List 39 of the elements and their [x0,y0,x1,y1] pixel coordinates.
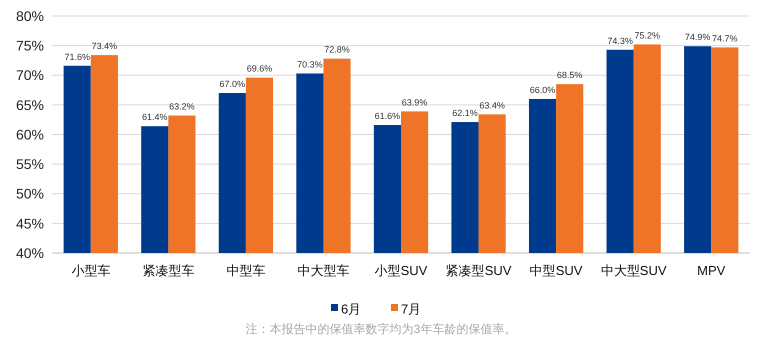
data-label: 73.4% [92,41,118,52]
data-label: 63.9% [402,97,428,108]
data-label: 69.6% [246,64,272,74]
x-tick-label: 紧凑型车 [142,263,194,278]
data-label: 61.6% [374,111,400,122]
y-tick-label: 40% [16,244,44,261]
data-label: 63.2% [169,102,195,112]
data-label: 70.3% [297,59,323,70]
data-label: 75.2% [634,30,660,40]
x-tick-label: 中型车 [226,263,266,278]
x-tick-label: 中大型车 [297,263,350,278]
data-label: 61.4% [142,112,168,122]
y-tick-label: 45% [16,215,44,232]
y-tick-label: 70% [16,67,44,84]
text: 注：本报告中的保值率数字均为3年车龄的保值率。 [246,322,516,336]
x-tick-label: 小型车 [71,263,110,278]
data-label: 72.8% [324,44,350,55]
y-tick-label: 65% [16,96,44,113]
data-label: 68.5% [556,70,582,80]
data-label: 74.7% [712,33,738,44]
data-label: 74.9% [684,32,710,42]
data-label: 62.1% [452,108,478,118]
y-tick-label: 55% [16,156,44,172]
y-tick-label: 75% [16,38,44,54]
x-tick-label: 紧凑型SUV [446,263,512,278]
legend-label: 7月 [401,302,422,317]
x-tick-label: 中大型SUV [600,263,667,278]
legend-label: 6月 [341,302,362,317]
data-label: 67.0% [220,79,246,90]
data-label: 74.3% [607,36,633,46]
data-label: 63.4% [479,100,505,110]
y-tick-label: 80% [16,8,44,24]
x-tick-label: 中型SUV [530,263,583,278]
data-label: 71.6% [64,52,90,62]
y-tick-label: 50% [16,186,44,202]
data-label: 66.0% [530,84,556,95]
y-tick-label: 60% [16,126,44,142]
x-tick-label: MPV [697,263,726,278]
x-tick-label: 小型SUV [374,263,428,278]
